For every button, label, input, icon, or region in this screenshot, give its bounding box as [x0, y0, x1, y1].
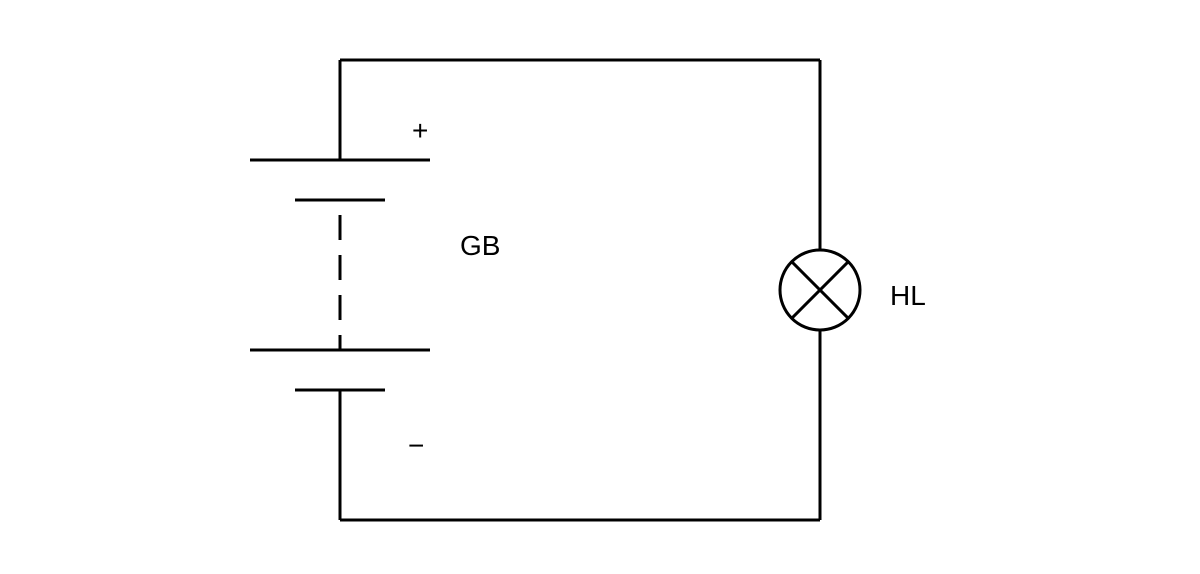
circuit-svg: [0, 0, 1200, 574]
battery-label: GB: [460, 230, 500, 262]
circuit-diagram: + − GB HL: [0, 0, 1200, 574]
plus-sign: +: [412, 115, 428, 147]
lamp-label: HL: [890, 280, 926, 312]
minus-sign: −: [408, 430, 424, 462]
